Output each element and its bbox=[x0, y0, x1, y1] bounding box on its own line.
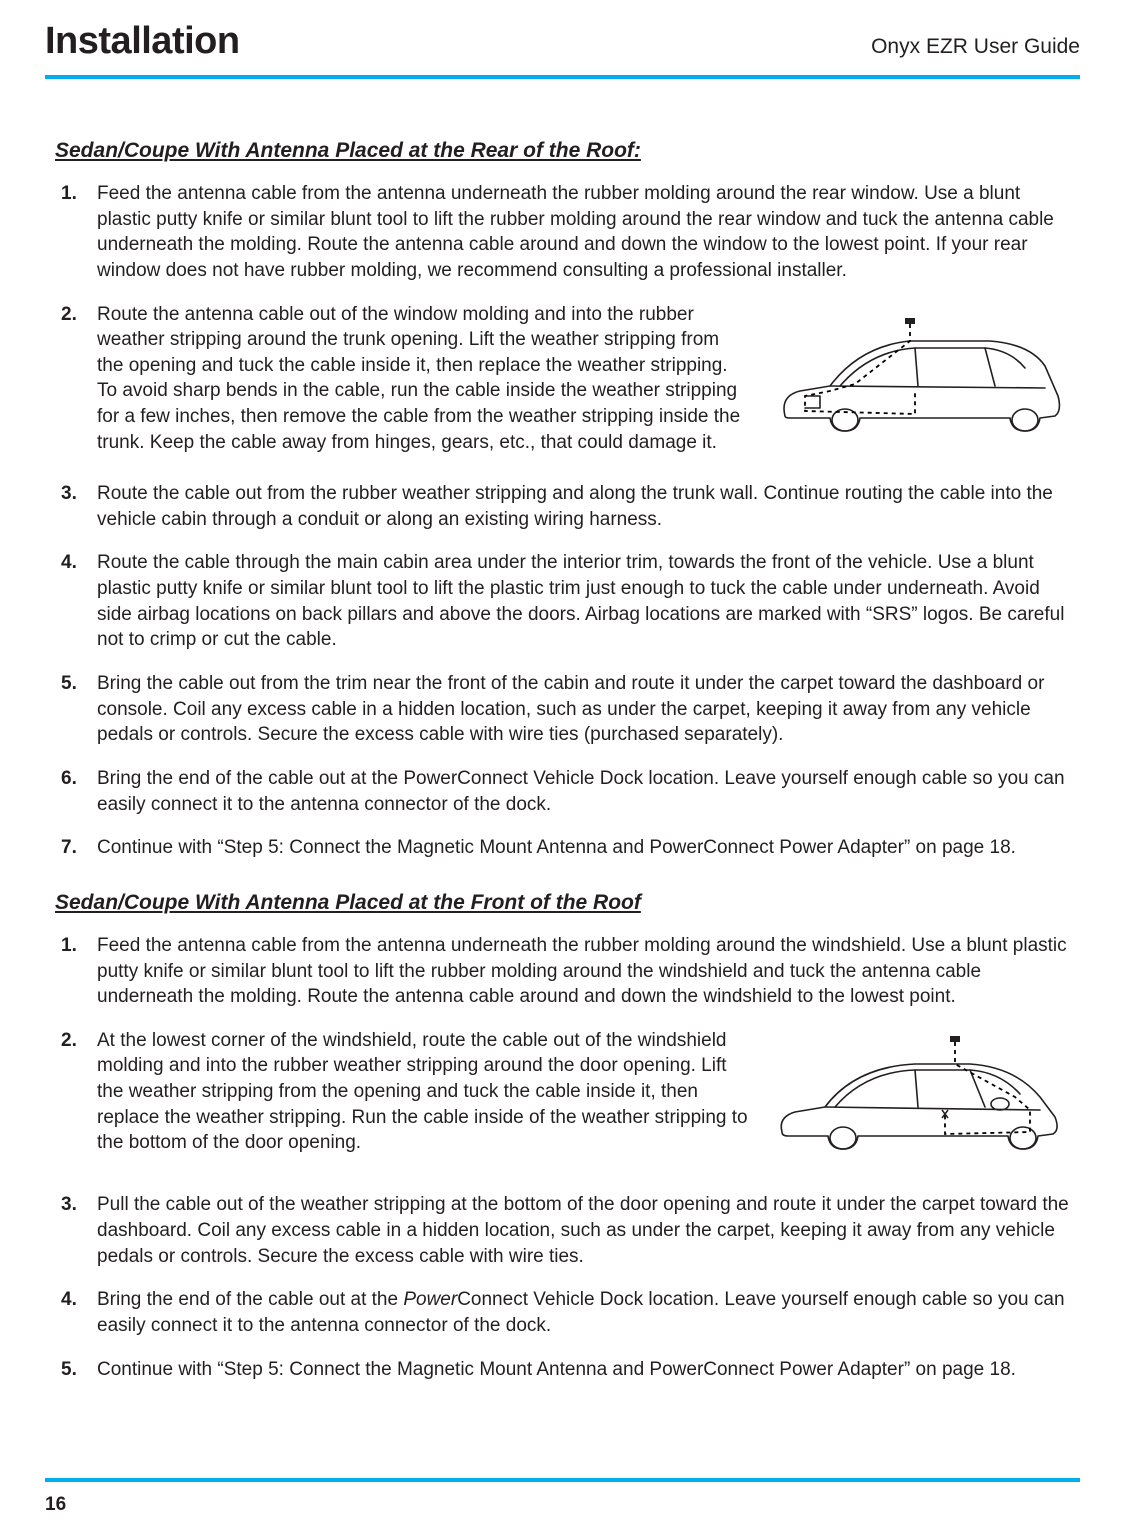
car-front-figure bbox=[770, 1022, 1070, 1175]
step-rear-7: Continue with “Step 5: Connect the Magne… bbox=[55, 835, 1070, 861]
step-rear-4: Route the cable through the main cabin a… bbox=[55, 550, 1070, 653]
page-number: 16 bbox=[45, 1494, 1080, 1516]
guide-name: Onyx EZR User Guide bbox=[871, 35, 1080, 59]
footer-divider bbox=[45, 1478, 1080, 1482]
step-front-5: Continue with “Step 5: Connect the Magne… bbox=[55, 1357, 1070, 1383]
step-front-3: Pull the cable out of the weather stripp… bbox=[55, 1192, 1070, 1269]
step-rear-5: Bring the cable out from the trim near t… bbox=[55, 671, 1070, 748]
step-rear-1: Feed the antenna cable from the antenna … bbox=[55, 181, 1070, 284]
section-heading-front: Sedan/Coupe With Antenna Placed at the F… bbox=[55, 891, 1070, 915]
step-front-2: At the lowest corner of the windshield, … bbox=[55, 1028, 1070, 1175]
section-heading-rear: Sedan/Coupe With Antenna Placed at the R… bbox=[55, 139, 1070, 163]
step-front-2-text: At the lowest corner of the windshield, … bbox=[97, 1030, 748, 1154]
step-rear-2: Route the antenna cable out of the windo… bbox=[55, 302, 1070, 464]
car-rear-figure bbox=[770, 296, 1070, 464]
steps-rear: Feed the antenna cable from the antenna … bbox=[55, 181, 1070, 861]
footer: 16 bbox=[0, 1478, 1125, 1516]
step-front-4: Bring the end of the cable out at the Po… bbox=[55, 1287, 1070, 1338]
step-front-1: Feed the antenna cable from the antenna … bbox=[55, 933, 1070, 1010]
content-area: Sedan/Coupe With Antenna Placed at the R… bbox=[45, 139, 1080, 1382]
step-front-4-prefix: Bring the end of the cable out at the bbox=[97, 1289, 403, 1310]
steps-front: Feed the antenna cable from the antenna … bbox=[55, 933, 1070, 1382]
step-rear-3: Route the cable out from the rubber weat… bbox=[55, 481, 1070, 532]
step-rear-6: Bring the end of the cable out at the Po… bbox=[55, 766, 1070, 817]
page-title: Installation bbox=[45, 20, 240, 63]
step-front-4-italic: Power bbox=[403, 1289, 457, 1310]
step-rear-2-text: Route the antenna cable out of the windo… bbox=[97, 304, 740, 453]
header-divider bbox=[45, 75, 1080, 79]
